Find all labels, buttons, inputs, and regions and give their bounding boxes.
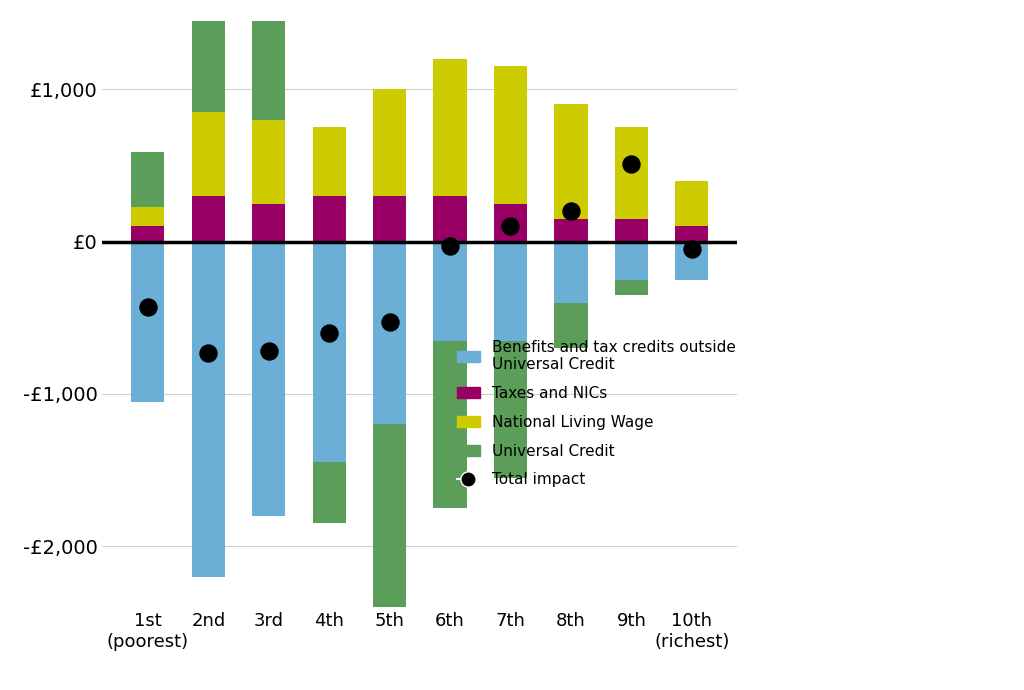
- Bar: [131, 152, 165, 206]
- Bar: [252, 120, 286, 204]
- Bar: [191, 196, 225, 241]
- Point: [139, 302, 156, 313]
- Bar: [312, 128, 346, 196]
- Bar: [373, 424, 407, 607]
- Point: [563, 206, 580, 217]
- Bar: [614, 279, 648, 295]
- Point: [503, 221, 519, 232]
- Bar: [494, 241, 527, 341]
- Bar: [675, 241, 709, 279]
- Bar: [191, 0, 225, 112]
- Bar: [675, 226, 709, 242]
- Point: [321, 328, 337, 339]
- Bar: [191, 112, 225, 196]
- Point: [260, 346, 276, 357]
- Bar: [675, 181, 709, 226]
- Bar: [494, 204, 527, 241]
- Bar: [373, 241, 407, 424]
- Bar: [433, 196, 467, 241]
- Bar: [252, 0, 286, 120]
- Point: [684, 244, 700, 255]
- Legend: Benefits and tax credits outside
Universal Credit, Taxes and NICs, National Livi: Benefits and tax credits outside Univers…: [457, 340, 736, 487]
- Bar: [494, 66, 527, 204]
- Bar: [252, 241, 286, 516]
- Point: [381, 317, 397, 328]
- Bar: [433, 59, 467, 196]
- Point: [624, 159, 640, 170]
- Bar: [554, 219, 588, 241]
- Bar: [554, 104, 588, 219]
- Bar: [252, 204, 286, 241]
- Bar: [614, 241, 648, 279]
- Bar: [494, 341, 527, 477]
- Bar: [433, 341, 467, 508]
- Bar: [131, 226, 165, 242]
- Bar: [433, 241, 467, 341]
- Bar: [131, 241, 165, 402]
- Bar: [312, 196, 346, 241]
- Bar: [191, 241, 225, 577]
- Bar: [131, 206, 165, 226]
- Bar: [554, 241, 588, 302]
- Bar: [373, 196, 407, 241]
- Bar: [614, 128, 648, 219]
- Bar: [614, 219, 648, 241]
- Point: [442, 241, 459, 252]
- Bar: [312, 462, 346, 524]
- Bar: [312, 241, 346, 462]
- Bar: [373, 89, 407, 196]
- Point: [200, 347, 216, 358]
- Bar: [554, 302, 588, 348]
